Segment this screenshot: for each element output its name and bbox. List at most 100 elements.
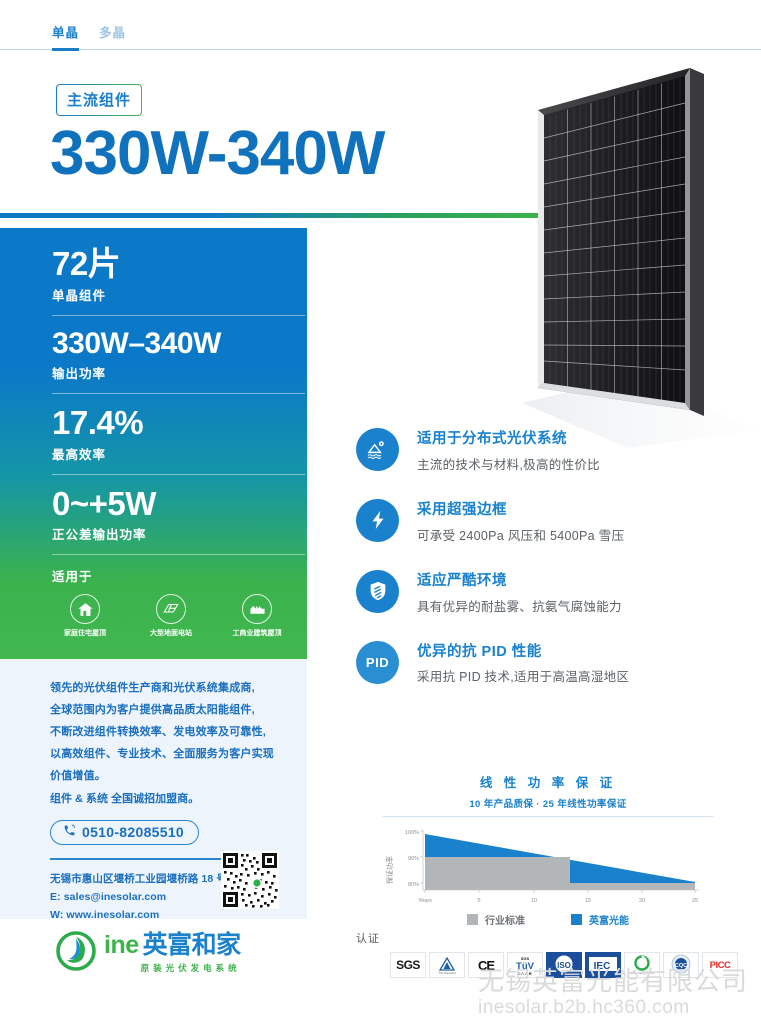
legend-item-ine: 英富光能 [571,912,629,927]
pid-icon: PID [356,640,399,684]
feature-title: 优异的抗 PID 性能 [417,643,542,660]
spec-item-power: 330W–340W 输出功率 [52,327,307,382]
chart-legend: 行业标准 英富光能 [383,912,713,927]
phone-number: 0510-82085510 [82,824,184,840]
chart-xtick: 15 [585,898,591,904]
cqc-cert-icon: CQC [663,952,699,978]
feature-desc: 采用抗 PID 技术,适用于高温高湿地区 [417,670,630,685]
landscape-sun-icon [356,428,399,471]
green-energy-cert-icon: Energy Saving Council [624,952,660,978]
cert-text: CE [477,957,495,973]
tuv-rheinland-cert-icon: TÜV Rheinland [429,952,465,978]
house-roof-icon [70,594,100,625]
svg-text:TÜV Rheinland: TÜV Rheinland [438,971,456,975]
spec-item-efficiency: 17.4% 最高效率 [52,403,307,463]
apply-label: 大型地面电站 [150,630,192,638]
feature-item-distributed: 适用于分布式光伏系统 主流的技术与材料,极高的性价比 [356,428,756,473]
mainstream-module-badge: 主流组件 [56,84,142,116]
feature-desc: 主流的技术与材料,极高的性价比 [417,457,600,472]
company-logo: ine 英富和家 原装光伏发电系统 [55,930,241,977]
spec-value: 17.4% [52,403,144,441]
logo-tagline: 原装光伏发电系统 [140,963,241,973]
company-email: E: sales@inesolar.com [50,890,167,903]
apply-item-residential: 家庭住宅屋顶 [52,594,118,638]
feature-item-environment: 适应严酷环境 具有优异的耐盐雾、抗氨气腐蚀能力 [356,569,756,615]
certifications-section: 认证 SGS TÜV Rheinland CE SGS TüV SAAR [356,930,756,978]
spec-divider [52,392,305,394]
company-address: 无锡市惠山区堰桥工业园堰桥路 18 号 [50,872,227,885]
svg-text:TüV: TüV [516,961,535,972]
watermark-url: inesolar.b2b.hc360.com [478,997,690,1019]
warranty-chart: 线 性 功 率 保 证 10 年产品质保 · 25 年线性功率保证 保证功率 1… [383,772,713,927]
sgs-cert-icon: SGS [390,952,426,978]
factory-roof-icon [242,594,272,625]
franchise-text: 组件 & 系统 全国诚招加盟商。 [50,793,200,805]
feature-desc: 可承受 2400Pa 风压和 5400Pa 雪压 [417,528,625,543]
feature-title: 采用超强边框 [417,501,507,518]
spec-panel: 72片 单晶组件 330W–340W 输出功率 17.4% 最高效率 0~+5W… [0,228,307,659]
apply-item-industrial: 工商业建筑屋顶 [224,594,290,638]
company-description-line: 全球范围内为客户提供高品质太阳能组件, [50,704,255,716]
logo-brand-cn: 英富和家 [142,931,242,959]
chart-ytick: 80% [408,882,419,888]
tab-mono[interactable]: 单晶 [52,22,80,51]
spec-label: 最高效率 [52,447,107,462]
company-info-panel: 领先的光伏组件生产商和光伏系统集成商, 全球范围内为客户提供高品质太阳能组件, … [0,659,307,921]
iec-cert-icon: IEC [585,952,621,978]
logo-ine-text: ine [104,931,139,959]
legend-swatch [571,914,582,925]
spec-value: 330W–340W [52,326,221,360]
legend-label: 英富光能 [589,916,629,927]
spec-label: 正公差输出功率 [52,528,147,543]
legend-item-industry: 行业标准 [467,912,525,927]
solar-panel-product-image [508,58,761,458]
iso-cert-icon: ISO [546,952,582,978]
ground-station-icon [156,594,186,625]
apply-label: 家庭住宅屋顶 [64,630,106,638]
spec-value: 72片 [52,245,121,282]
spec-label: 输出功率 [52,366,107,381]
chart-subtitle: 10 年产品质保 · 25 年线性功率保证 [469,799,627,810]
chart-xtick: 25 [692,898,698,904]
spec-divider [52,473,305,475]
spec-divider [52,554,305,556]
tab-poly[interactable]: 多晶 [99,26,127,40]
tab-list: 单晶 多晶 [52,22,127,51]
company-website: W: www.inesolar.com [50,909,160,922]
spec-divider [52,314,305,316]
header-divider [0,213,555,218]
phone-button[interactable]: 0510-82085510 [50,820,199,845]
apply-list: 家庭住宅屋顶 大型地面电站 [52,594,307,638]
company-description-line: 以高效组件、专业技术、全面服务为客户实现 [50,748,274,760]
company-description-line: 领先的光伏组件生产商和光伏系统集成商, [50,682,255,694]
company-description-line: 价值增值。 [50,770,106,782]
picc-cert-icon: PICC [702,952,738,978]
chart-title: 线 性 功 率 保 证 [479,776,617,790]
chart-ytick: 100% [405,830,419,836]
svg-text:Energy Saving Council: Energy Saving Council [630,972,655,975]
lightning-bolt-icon [356,498,399,542]
spec-item-tolerance: 0~+5W 正公差输出功率 [52,484,307,544]
feature-item-frame: 采用超强边框 可承受 2400Pa 风压和 5400Pa 雪压 [356,498,756,544]
certifications-list: SGS TÜV Rheinland CE SGS TüV SAAR [390,952,756,978]
spec-item-cells: 72片 单晶组件 [52,245,307,304]
svg-text:CQC: CQC [675,963,687,969]
certifications-label: 认证 [356,933,380,945]
company-description-line: 不断改进组件转换效率、发电效率及可靠性, [50,726,267,738]
qr-code-icon [221,851,279,909]
apply-title: 适用于 [52,570,93,585]
apply-item-ground-station: 大型地面电站 [138,594,204,638]
chart-xtick: 10 [531,898,537,904]
phone-icon [63,824,76,840]
svg-text:ISO: ISO [557,961,571,970]
legend-swatch [467,914,478,925]
spec-label: 单晶组件 [52,288,107,303]
feature-list: 适用于分布式光伏系统 主流的技术与材料,极高的性价比 采用超强边框 可承受 24… [356,428,756,711]
spec-value: 0~+5W [52,484,156,522]
cert-text: SGS [396,958,420,972]
shield-icon [356,569,399,613]
feature-title: 适用于分布式光伏系统 [417,431,567,447]
legend-label: 行业标准 [485,916,525,927]
svg-text:SAAR: SAAR [517,971,532,976]
chart-plot-area: 保证功率 100% 90% 80% 线性功率保证附加值 [383,822,713,910]
